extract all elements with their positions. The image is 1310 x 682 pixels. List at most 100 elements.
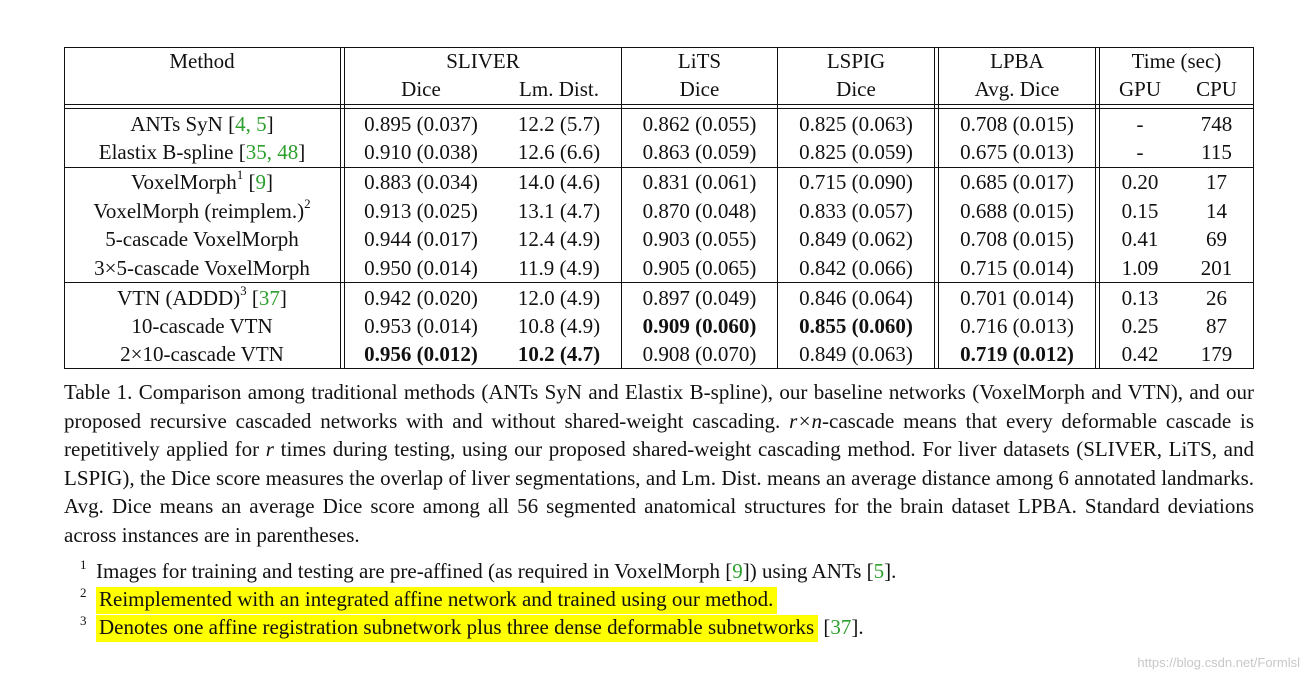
cell-lits: 0.831 (0.061) — [642, 170, 757, 194]
cell-sliver-dice: 0.950 (0.014) — [364, 256, 478, 280]
group-rule-1 — [64, 167, 1254, 168]
method-bracket-open: [ — [243, 170, 256, 194]
header-lspig-dice: Dice — [836, 77, 876, 101]
cell-lits: 0.903 (0.055) — [642, 227, 757, 251]
header-sliver-lm: Lm. Dist. — [519, 77, 599, 101]
header-lits: LiTS — [677, 49, 722, 73]
method-citation[interactable]: 37 — [258, 286, 280, 310]
header-gpu: GPU — [1118, 77, 1161, 101]
cell-lspig: 0.846 (0.064) — [799, 286, 913, 310]
cell-lspig: 0.715 (0.090) — [799, 170, 913, 194]
cell-lpba: 0.708 (0.015) — [960, 227, 1074, 251]
cell-lpba: 0.688 (0.015) — [960, 199, 1074, 223]
method-label: 3×5-cascade VoxelMorph — [94, 256, 310, 280]
footnote-3: 3 Denotes one affine registration subnetw… — [80, 613, 864, 644]
footnote-1-cite-b[interactable]: 5 — [873, 559, 885, 583]
method-label: ANTs SyN [ — [130, 112, 236, 136]
cell-gpu: 0.15 — [1121, 199, 1159, 223]
cell-cpu: 87 — [1206, 314, 1227, 338]
vrule-method-2 — [344, 47, 345, 369]
row-3-method: VoxelMorph (reimplem.)2 — [64, 197, 340, 225]
cell-lspig: 0.855 (0.060) — [799, 314, 913, 338]
caption-r: r — [265, 437, 274, 462]
row-1-method: Elastix B-spline [35, 48] — [64, 138, 340, 166]
footnote-2-num: 2 — [80, 585, 87, 600]
header-rule-2 — [64, 108, 1254, 109]
method-citation[interactable]: 35, 48 — [245, 140, 299, 164]
vrule-lpba-2 — [1099, 47, 1100, 369]
row-6-method: VTN (ADDD)3 [37] — [64, 284, 340, 312]
watermark: https://blog.csdn.net/Formlsl — [1137, 655, 1300, 670]
cell-lspig: 0.825 (0.059) — [799, 140, 913, 164]
method-citation[interactable]: 9 — [255, 170, 267, 194]
cell-gpu: 0.41 — [1121, 227, 1159, 251]
method-footnote-mark: 2 — [304, 196, 311, 211]
footnote-3-highlight: Denotes one affine registration subnetwo… — [96, 615, 819, 642]
cell-gpu: - — [1136, 140, 1144, 164]
footnote-3-pre: [ — [818, 615, 831, 639]
cell-sliver-dice: 0.895 (0.037) — [364, 112, 478, 136]
vrule-left — [64, 47, 65, 369]
table-bottom-rule — [64, 368, 1254, 369]
caption-mid: -cascade means that every deformable cas… — [64, 408, 1255, 462]
table-caption: Table 1. Comparison among traditional me… — [64, 378, 1254, 550]
cell-sliver-dice: 0.944 (0.017) — [364, 227, 478, 251]
header-lits-dice: Dice — [679, 77, 720, 101]
cell-cpu: 748 — [1200, 112, 1233, 136]
cell-lpba: 0.675 (0.013) — [960, 140, 1074, 164]
cell-cpu: 179 — [1200, 342, 1233, 366]
footnote-2: 2 Reimplemented with an integrated affine… — [80, 585, 778, 616]
vrule-right — [1253, 47, 1254, 369]
header-time: Time (sec) — [1131, 49, 1222, 73]
row-2-method: VoxelMorph1 [9] — [64, 168, 340, 196]
cell-lspig: 0.825 (0.063) — [799, 112, 913, 136]
cell-lpba: 0.708 (0.015) — [960, 112, 1074, 136]
footnote-1-cite-a[interactable]: 9 — [732, 559, 743, 583]
row-7-method: 10-cascade VTN — [64, 312, 340, 340]
method-label: VTN (ADDD) — [117, 286, 241, 310]
vrule-sliver — [621, 47, 622, 369]
cell-cpu: 201 — [1200, 256, 1233, 280]
cell-lits: 0.908 (0.070) — [642, 342, 757, 366]
vrule-lits — [777, 47, 778, 369]
cell-lm: 12.0 (4.9) — [517, 286, 601, 310]
cell-gpu: - — [1136, 112, 1144, 136]
method-label: 5-cascade VoxelMorph — [105, 227, 299, 251]
cell-lm: 12.6 (6.6) — [517, 140, 601, 164]
cell-gpu: 0.20 — [1121, 170, 1159, 194]
footnote-3-num: 3 — [80, 613, 87, 628]
cell-lm: 14.0 (4.6) — [517, 170, 601, 194]
cell-cpu: 17 — [1206, 170, 1227, 194]
cell-lspig: 0.849 (0.062) — [799, 227, 913, 251]
header-lpba: LPBA — [990, 49, 1044, 73]
cell-cpu: 26 — [1206, 286, 1227, 310]
cell-lm: 10.8 (4.9) — [517, 314, 601, 338]
footnote-3-cite[interactable]: 37 — [830, 615, 852, 639]
method-label: VoxelMorph — [130, 170, 237, 194]
method-footnote-mark: 3 — [240, 283, 247, 298]
cell-lits: 0.862 (0.055) — [642, 112, 757, 136]
footnote-2-highlight: Reimplemented with an integrated affine … — [96, 587, 778, 614]
row-8-method: 2×10-cascade VTN — [64, 340, 340, 368]
caption-lead: Table 1. Comparison among traditional me… — [64, 380, 1254, 433]
cell-sliver-dice: 0.956 (0.012) — [364, 342, 478, 366]
header-rule-1 — [64, 104, 1254, 105]
vrule-lspig-1 — [934, 47, 935, 369]
method-citation[interactable]: 4, 5 — [235, 112, 267, 136]
footnote-1: 1 Images for training and testing are pre… — [80, 557, 896, 588]
cell-lm: 12.2 (5.7) — [517, 112, 601, 136]
header-sliver: SLIVER — [446, 49, 520, 73]
cell-lits: 0.870 (0.048) — [642, 199, 757, 223]
cell-lm: 12.4 (4.9) — [517, 227, 601, 251]
cell-cpu: 115 — [1201, 140, 1232, 164]
cell-gpu: 0.25 — [1121, 314, 1159, 338]
cell-lpba: 0.701 (0.014) — [960, 286, 1074, 310]
vrule-lspig-2 — [938, 47, 939, 369]
table-top-rule — [64, 47, 1254, 48]
cell-sliver-dice: 0.913 (0.025) — [364, 199, 478, 223]
footnote-1-end: ]. — [884, 559, 897, 583]
header-lspig: LSPIG — [826, 49, 886, 73]
cell-sliver-dice: 0.953 (0.014) — [364, 314, 478, 338]
cell-lpba: 0.685 (0.017) — [960, 170, 1074, 194]
cell-lm: 13.1 (4.7) — [517, 199, 601, 223]
